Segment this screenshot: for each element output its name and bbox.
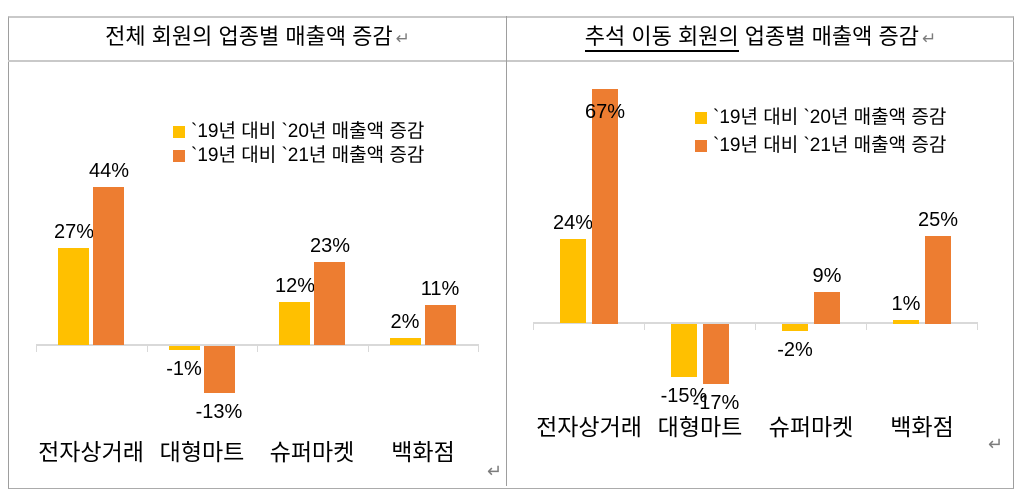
bar-y2021 [814, 292, 840, 324]
category-label: 백화점 [391, 439, 455, 465]
bar-y2021 [592, 89, 618, 324]
category-label: 대형마트 [657, 414, 743, 440]
x-axis-tick [147, 344, 148, 352]
title-text: 추석 이동 회원의 [584, 24, 739, 52]
bar-y2020 [279, 302, 310, 345]
value-label: 9% [812, 265, 842, 287]
legend-item: `19년 대비 `20년 매출액 증감 [173, 120, 424, 144]
value-label: -1% [166, 358, 202, 380]
bar-y2020 [671, 324, 697, 377]
title-return-mark: ↵ [395, 29, 410, 48]
x-axis-tick [866, 322, 867, 330]
legend-label: `19년 대비 `21년 매출액 증감 [191, 145, 425, 166]
bar-y2020 [390, 338, 421, 345]
value-label: 27% [53, 221, 95, 243]
value-label: 44% [88, 160, 130, 182]
value-label: 25% [917, 209, 959, 231]
category-label: 대형마트 [159, 439, 245, 465]
legend-swatch [173, 126, 185, 138]
value-label: 11% [420, 278, 460, 300]
title-text: 전체 회원의 업종별 매출액 증감 [105, 24, 393, 49]
x-axis-tick [644, 322, 645, 330]
paragraph-return-mark: ↵ [487, 461, 503, 481]
paragraph-return-mark: ↵ [988, 434, 1004, 454]
x-axis-tick [755, 322, 756, 330]
category-label: 전자상거래 [38, 439, 144, 465]
x-axis-tick [977, 322, 978, 330]
legend-label: `19년 대비 `21년 매출액 증감 [713, 135, 947, 156]
value-label: 67% [584, 101, 626, 123]
left-panel-title: 전체 회원의 업종별 매출액 증감 ↵ [9, 22, 506, 54]
x-axis-tick [478, 344, 479, 352]
column-divider-line [506, 16, 507, 486]
legend-item: `19년 대비 `21년 매출액 증감 [173, 144, 424, 168]
legend-label: `19년 대비 `20년 매출액 증감 [713, 107, 947, 128]
category-label: 슈퍼마켓 [269, 439, 355, 465]
value-label: -2% [777, 339, 813, 361]
bar-y2020 [58, 248, 89, 345]
value-label: 23% [309, 235, 351, 257]
value-label: -15% [660, 385, 708, 407]
bar-y2020 [169, 346, 200, 350]
bar-y2021 [204, 346, 235, 393]
x-axis-tick [36, 344, 37, 352]
table-frame [8, 16, 1014, 489]
bar-y2021 [925, 236, 951, 324]
category-label: 백화점 [890, 414, 954, 440]
value-label: 24% [552, 212, 594, 234]
x-axis-tick [368, 344, 369, 352]
legend-swatch [695, 140, 707, 152]
bar-y2021 [425, 305, 456, 345]
title-text: 업종별 매출액 증감 [738, 24, 919, 49]
category-label: 전자상거래 [536, 414, 642, 440]
legend-item: `19년 대비 `20년 매출액 증감 [695, 106, 946, 130]
legend-item: `19년 대비 `21년 매출액 증감 [695, 134, 946, 158]
x-axis-tick [257, 344, 258, 352]
bar-y2021 [703, 324, 729, 384]
bar-y2021 [93, 187, 124, 345]
header-separator-line [8, 60, 1014, 62]
x-axis-tick [533, 322, 534, 330]
bar-y2020 [782, 324, 808, 331]
value-label: -17% [692, 392, 740, 414]
category-label: 슈퍼마켓 [768, 414, 854, 440]
bar-y2020 [560, 239, 586, 323]
title-return-mark: ↵ [921, 29, 937, 48]
legend-swatch [173, 150, 185, 162]
value-label: 12% [274, 275, 316, 297]
legend-swatch [695, 112, 707, 124]
legend-label: `19년 대비 `20년 매출액 증감 [191, 121, 425, 142]
bar-y2021 [314, 262, 345, 345]
value-label: 2% [390, 311, 420, 333]
value-label: 1% [891, 293, 921, 315]
right-panel-title: 추석 이동 회원의 업종별 매출액 증감 ↵ [507, 22, 1014, 54]
value-label: -13% [195, 401, 243, 423]
bar-y2020 [893, 320, 919, 324]
